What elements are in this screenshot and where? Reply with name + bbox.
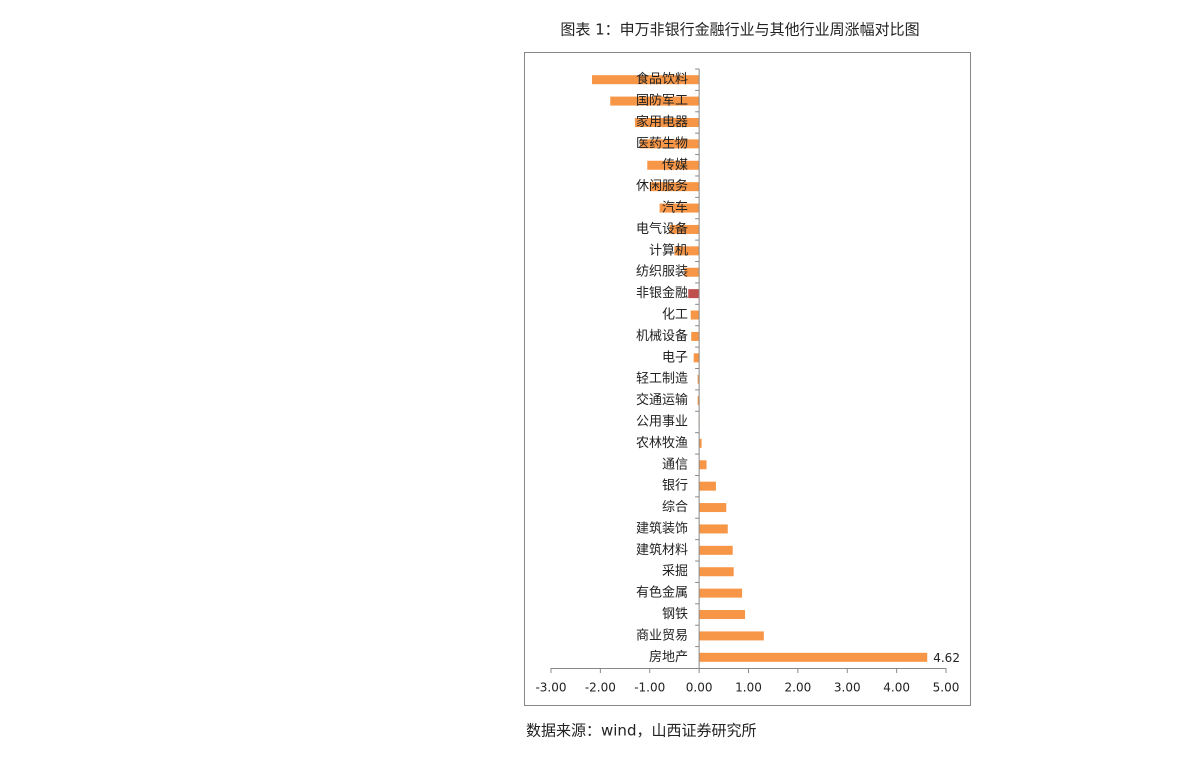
bar bbox=[699, 524, 728, 533]
x-tick-label: -1.00 bbox=[634, 681, 665, 695]
x-tick-label: 3.00 bbox=[834, 681, 861, 695]
y-tick-label: 计算机 bbox=[649, 243, 688, 258]
y-tick-label: 传媒 bbox=[662, 158, 688, 173]
y-tick-label: 轻工制造 bbox=[636, 372, 688, 387]
bar bbox=[699, 610, 745, 619]
y-tick-label: 农林牧渔 bbox=[636, 436, 688, 451]
bar bbox=[699, 567, 734, 576]
y-tick-label: 非银金融 bbox=[636, 285, 688, 301]
x-tick-label: 4.00 bbox=[883, 681, 910, 695]
bar bbox=[699, 653, 927, 662]
y-tick-label: 银行 bbox=[662, 479, 688, 494]
y-tick-label: 休闲服务 bbox=[636, 178, 688, 194]
y-tick-label: 钢铁 bbox=[662, 607, 688, 622]
y-tick-label: 机械设备 bbox=[636, 328, 688, 344]
y-tick-label: 公用事业 bbox=[636, 414, 688, 429]
bar bbox=[699, 631, 764, 640]
y-tick-label: 电子 bbox=[662, 350, 688, 365]
value-label: 4.62 bbox=[933, 651, 960, 665]
x-tick-label: -2.00 bbox=[585, 681, 616, 695]
bar bbox=[691, 332, 699, 341]
y-tick-label: 商业贸易 bbox=[636, 628, 688, 643]
bar bbox=[699, 503, 726, 512]
plot-frame bbox=[525, 53, 971, 706]
x-tick-label: 0.00 bbox=[686, 681, 713, 695]
y-tick-label: 交通运输 bbox=[636, 392, 688, 408]
bar bbox=[699, 589, 742, 598]
y-tick-label: 综合 bbox=[662, 500, 688, 515]
bar bbox=[699, 460, 706, 469]
y-tick-label: 建筑装饰 bbox=[636, 520, 688, 536]
y-tick-label: 家用电器 bbox=[636, 114, 688, 130]
y-tick-label: 纺织服装 bbox=[636, 265, 688, 280]
bar bbox=[699, 482, 716, 491]
y-tick-label: 食品饮料 bbox=[636, 71, 688, 87]
y-tick-label: 医药生物 bbox=[636, 136, 688, 151]
bar bbox=[688, 289, 699, 298]
x-tick-label: 2.00 bbox=[785, 681, 812, 695]
y-tick-label: 电气设备 bbox=[636, 221, 688, 237]
bar bbox=[691, 311, 699, 320]
bar bbox=[699, 546, 733, 555]
y-tick-label: 国防军工 bbox=[636, 93, 688, 109]
x-tick-label: 5.00 bbox=[933, 681, 960, 695]
y-tick-label: 建筑材料 bbox=[636, 542, 688, 558]
y-tick-label: 汽车 bbox=[662, 200, 688, 216]
chart-title: 图表 1：申万非银行金融行业与其他行业周涨幅对比图 bbox=[560, 21, 919, 39]
y-tick-label: 采掘 bbox=[662, 564, 688, 579]
x-tick-label: -3.00 bbox=[535, 681, 566, 695]
x-tick-label: 1.00 bbox=[735, 681, 762, 695]
y-tick-label: 房地产 bbox=[649, 649, 688, 665]
bar bbox=[694, 353, 699, 362]
y-tick-label: 有色金属 bbox=[636, 585, 688, 601]
source-note: 数据来源：wind，山西证券研究所 bbox=[526, 722, 756, 740]
y-tick-label: 通信 bbox=[662, 457, 688, 472]
y-tick-label: 化工 bbox=[662, 308, 688, 323]
